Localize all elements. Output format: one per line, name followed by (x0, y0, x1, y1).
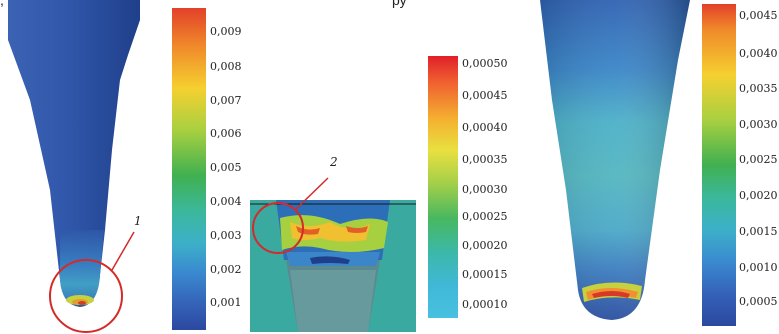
annotation-label-2: 2 (330, 155, 338, 169)
left-tip-model (0, 0, 170, 334)
cropped-caption-mid: ру (392, 0, 407, 8)
tick-left-1: 0,008 (210, 61, 242, 72)
tick-right-6: 0,0015 (739, 226, 778, 237)
tick-right-2: 0,0035 (739, 83, 778, 94)
annotation-circle-2 (250, 170, 360, 280)
tick-right-0: 0,0045 (739, 10, 778, 21)
tick-left-5: 0,004 (210, 196, 242, 207)
tick-left-4: 0,005 (210, 162, 242, 173)
tick-mid-8: 0,00010 (462, 299, 508, 310)
tick-mid-0: 0,00050 (462, 58, 508, 69)
colorbar-left (172, 8, 206, 330)
tick-left-3: 0,006 (210, 128, 242, 139)
tick-right-3: 0,0030 (739, 119, 778, 130)
tick-right-8: 0,0005 (739, 296, 778, 307)
tick-left-0: 0,009 (210, 26, 242, 37)
colorbar-mid (428, 56, 458, 318)
tick-right-1: 0,0040 (739, 48, 778, 59)
tick-left-8: 0,001 (210, 297, 242, 308)
annotation-label-1: 1 (134, 214, 142, 228)
tick-right-4: 0,0025 (739, 154, 778, 165)
tick-mid-4: 0,00030 (462, 184, 508, 195)
tick-left-7: 0,002 (210, 264, 242, 275)
tick-mid-5: 0,00025 (462, 211, 508, 222)
tick-left-6: 0,003 (210, 230, 242, 241)
colorbar-right (702, 4, 736, 326)
tick-left-2: 0,007 (210, 95, 242, 106)
right-tip-model (530, 0, 700, 334)
tick-mid-2: 0,00040 (462, 122, 508, 133)
tick-right-7: 0,0010 (739, 262, 778, 273)
tick-mid-6: 0,00020 (462, 240, 508, 251)
tick-right-5: 0,0020 (739, 190, 778, 201)
tick-mid-1: 0,00045 (462, 90, 508, 101)
tick-mid-7: 0,00015 (462, 269, 508, 280)
tick-mid-3: 0,00035 (462, 154, 508, 165)
